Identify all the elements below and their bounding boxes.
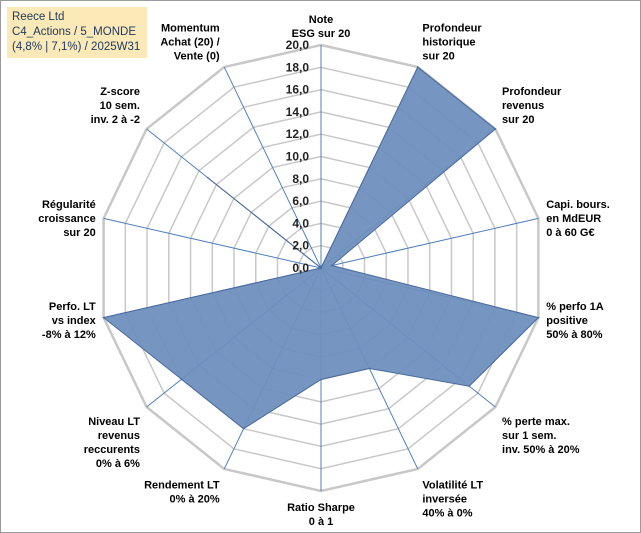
axis-label-line: Profondeur: [422, 23, 482, 35]
axis-label: Niveau LT revenus reccurents 0% à 6%: [84, 416, 141, 470]
axis-label: Perfo. LT vs index -8% à 12%: [42, 301, 97, 341]
axis-label: Note ESG sur 20: [292, 14, 351, 40]
title-period: (4,8% | 7,1%) / 2025W31: [12, 41, 141, 53]
axis-label-line: Note: [309, 14, 333, 26]
tick-label: 20,0: [286, 38, 310, 52]
axis-label-line: Niveau LT: [88, 416, 140, 428]
data-point: [180, 378, 183, 381]
axis-label-line: 50% à 80%: [546, 329, 602, 341]
axis-label-line: 0% à 20%: [169, 493, 219, 505]
data-point: [206, 176, 209, 179]
data-point: [368, 367, 371, 370]
axis-label-line: Ratio Sharpe: [287, 502, 355, 514]
axis-label: Momentum Achat (20) / Vente (0): [160, 23, 220, 63]
axis-label-line: 10 sem.: [100, 100, 140, 112]
axis-label-line: Profondeur: [502, 86, 562, 98]
axis-label-line: historique: [422, 37, 475, 49]
axis-label-line: Régularité: [42, 199, 96, 211]
axis-label-line: sur 20: [422, 51, 454, 63]
axis-label-line: vs index: [52, 315, 97, 327]
axis-label-line: ESG sur 20: [292, 28, 351, 40]
axis-label-line: inv. 2 à -2: [91, 114, 140, 126]
axis-label-line: Momentum: [161, 23, 220, 35]
data-point: [416, 66, 419, 68]
data-series-area: [102, 66, 540, 430]
axis-label: % perfo 1A positive 50% à 80%: [546, 301, 604, 341]
axis-label-line: en MdEUR: [546, 213, 601, 225]
axis-label-line: Capi. bours.: [546, 199, 610, 211]
axis-label-line: inversée: [422, 493, 467, 505]
tick-label: 0,0: [292, 261, 309, 275]
data-point: [468, 385, 470, 387]
axis-spoke: [320, 217, 539, 269]
data-point: [494, 128, 497, 130]
data-point: [320, 267, 322, 269]
title-company: Reece Ltd: [12, 11, 65, 23]
data-point: [242, 427, 245, 430]
data-point: [331, 264, 333, 267]
axis-label-line: -8% à 12%: [42, 329, 96, 341]
data-point: [102, 316, 105, 319]
tick-label: 6,0: [292, 194, 309, 208]
axis-label-line: 0% à 6%: [96, 458, 140, 470]
axis-spoke: [103, 217, 322, 269]
tick-label: 12,0: [286, 127, 310, 141]
axis-label-line: positive: [546, 315, 588, 327]
data-point: [537, 316, 540, 319]
axis-label: Profondeur revenus sur 20: [502, 86, 562, 126]
axis-label-line: reccurents: [84, 444, 140, 456]
axis-spoke: [223, 66, 322, 269]
axis-label: Profondeur historique sur 20: [422, 23, 482, 63]
axis-label-line: revenus: [502, 100, 544, 112]
tick-label: 16,0: [286, 83, 310, 97]
axis-label: Volatilité LT inversée 40% à 0%: [422, 479, 483, 519]
axis-label-line: Perfo. LT: [49, 301, 96, 313]
axis-label: Ratio Sharpe 0 à 1: [287, 502, 355, 528]
axis-label-line: 40% à 0%: [422, 507, 472, 519]
tick-label: 8,0: [292, 172, 309, 186]
axis-label-line: 0 à 60 G€: [546, 227, 594, 239]
axis-label: Capi. bours. en MdEUR 0 à 60 G€: [546, 199, 610, 239]
axis-label-line: inv. 50% à 20%: [502, 444, 580, 456]
tick-label: 2,0: [292, 239, 309, 253]
axis-label-line: Achat (20) /: [160, 37, 219, 49]
tick-label: 18,0: [286, 60, 310, 74]
tick-label: 10,0: [286, 150, 310, 164]
axis-label-line: % perte max.: [502, 416, 570, 428]
chart-title-box: Reece Ltd C4_Actions / 5_MONDE (4,8% | 7…: [7, 7, 147, 58]
axis-label-line: Vente (0): [174, 51, 220, 63]
axis-label-line: croissance: [38, 213, 95, 225]
axis-label-line: revenus: [98, 430, 140, 442]
axis-label: Rendement LT 0% à 20%: [144, 479, 220, 505]
axis-label-line: % perfo 1A: [546, 301, 604, 313]
axis-label-line: sur 20: [502, 114, 534, 126]
tick-label: 14,0: [286, 105, 310, 119]
axis-label-line: Rendement LT: [144, 479, 220, 491]
tick-label: 4,0: [292, 216, 309, 230]
data-point: [320, 378, 322, 381]
axis-label-line: sur 1 sem.: [502, 430, 556, 442]
axis-label-line: 0 à 1: [309, 516, 333, 528]
axis-label-line: Z-score: [100, 86, 140, 98]
axis-label: Z-score 10 sem. inv. 2 à -2: [91, 86, 140, 126]
axis-label-line: Volatilité LT: [422, 479, 483, 491]
axis-label: Régularité croissance sur 20: [38, 199, 95, 239]
axis-label: % perte max. sur 1 sem. inv. 50% à 20%: [502, 416, 580, 456]
title-category: C4_Actions / 5_MONDE: [12, 26, 136, 38]
axis-label-line: sur 20: [63, 227, 95, 239]
